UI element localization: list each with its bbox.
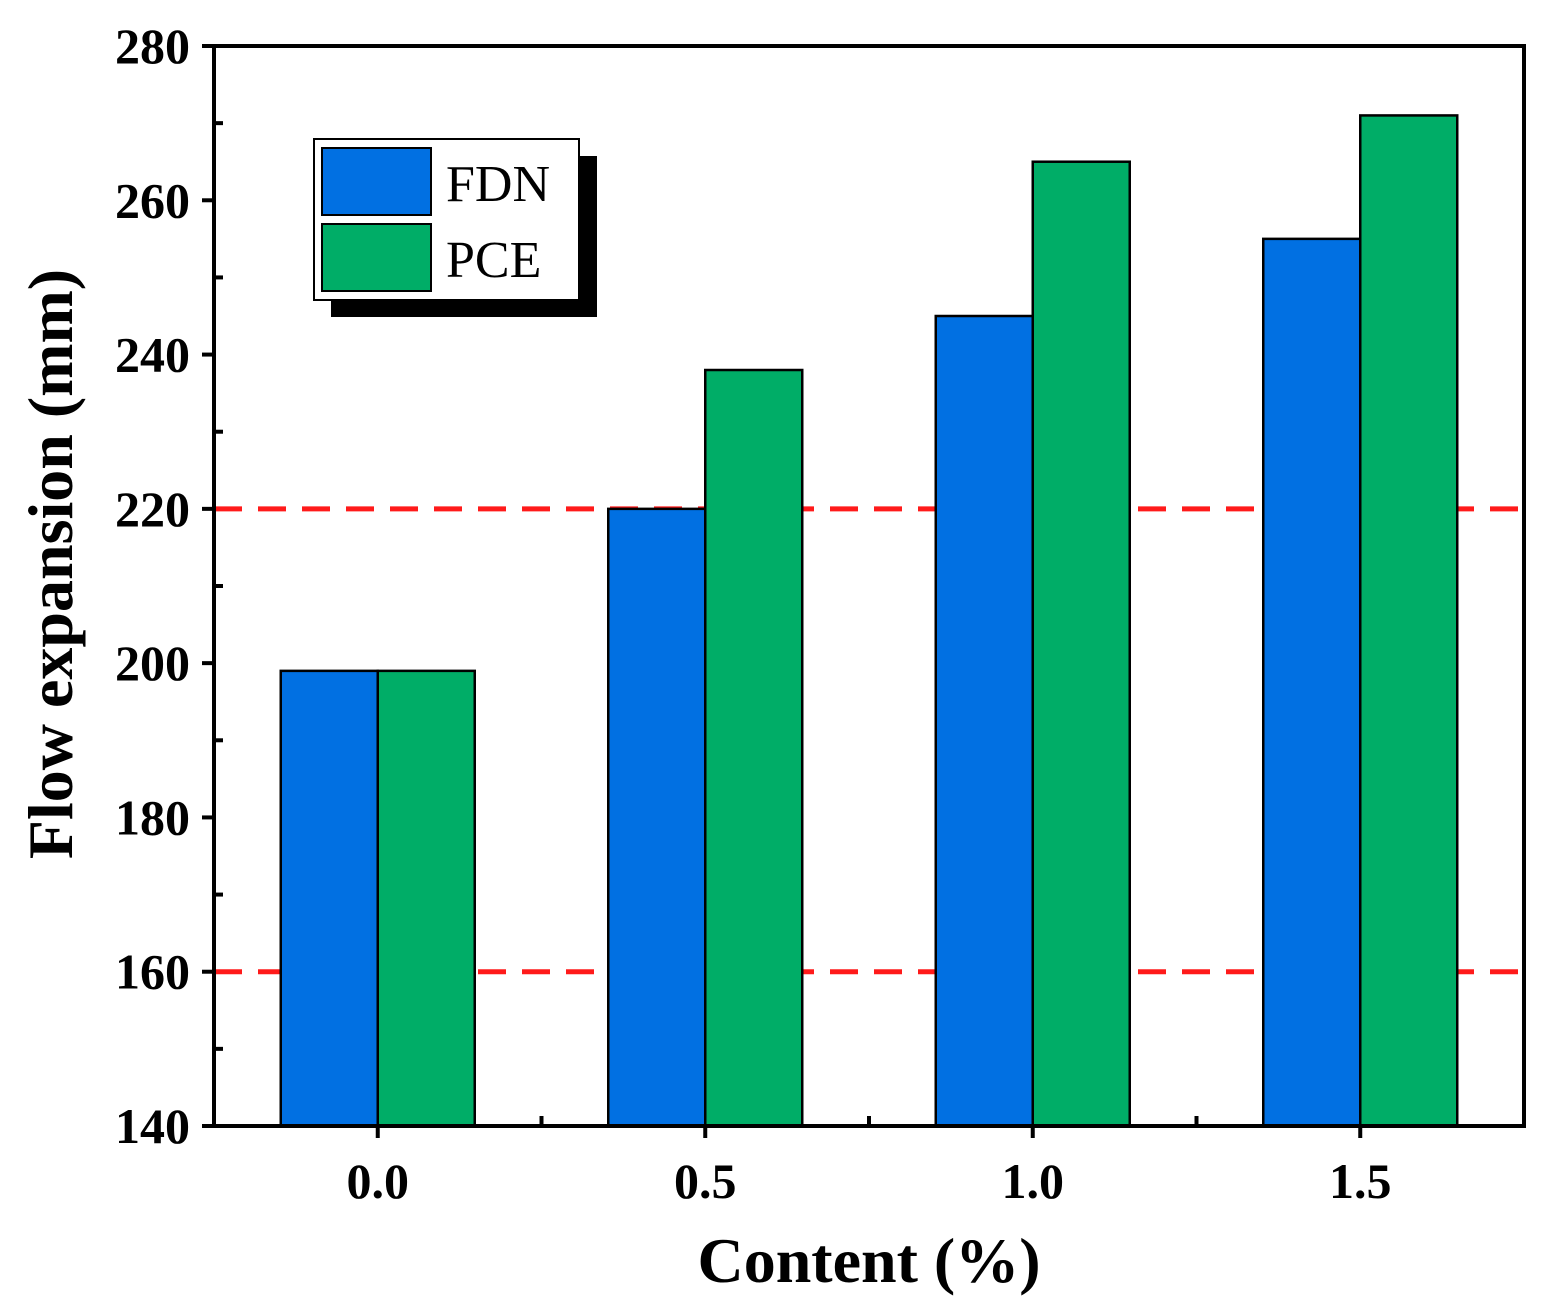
bar-pce-0.0 — [376, 669, 476, 1128]
x-tick-label: 1.5 — [1329, 1153, 1392, 1209]
x-axis-title: Content (%) — [697, 1225, 1040, 1296]
x-tick-label: 0.5 — [674, 1153, 737, 1209]
y-tick-label: 160 — [115, 944, 190, 1000]
bar-fdn-0.5 — [607, 507, 707, 1128]
legend-label-fdn: FDN — [446, 156, 550, 213]
bar-pce-1.0 — [1031, 160, 1131, 1128]
bar-pce-0.5 — [704, 368, 804, 1128]
legend-label-pce: PCE — [446, 232, 541, 289]
y-tick-label: 240 — [115, 327, 190, 383]
x-tick-label: 1.0 — [1002, 1153, 1065, 1209]
legend-swatch-fdn — [321, 147, 432, 216]
x-tick-label: 0.0 — [347, 1153, 410, 1209]
legend: FDN PCE — [313, 138, 597, 317]
y-tick-labels: 140 160 180 200 220 240 260 280 — [115, 18, 190, 1154]
bar-fdn-1.5 — [1262, 237, 1362, 1128]
y-tick-label: 140 — [115, 1098, 190, 1154]
y-tick-label: 280 — [115, 18, 190, 74]
y-tick-label: 200 — [115, 635, 190, 691]
legend-swatch-pce — [321, 223, 432, 292]
y-tick-label: 180 — [115, 789, 190, 845]
bars — [279, 114, 1459, 1128]
y-tick-label: 260 — [115, 172, 190, 228]
bar-pce-1.5 — [1359, 114, 1459, 1128]
x-tick-labels: 0.0 0.5 1.0 1.5 — [347, 1153, 1392, 1209]
y-tick-label: 220 — [115, 481, 190, 537]
bar-fdn-0.0 — [279, 669, 379, 1128]
axis-ticks — [202, 44, 1363, 1138]
bar-fdn-1.0 — [934, 314, 1034, 1128]
y-axis-title: Flow expansion (mm) — [15, 269, 86, 859]
